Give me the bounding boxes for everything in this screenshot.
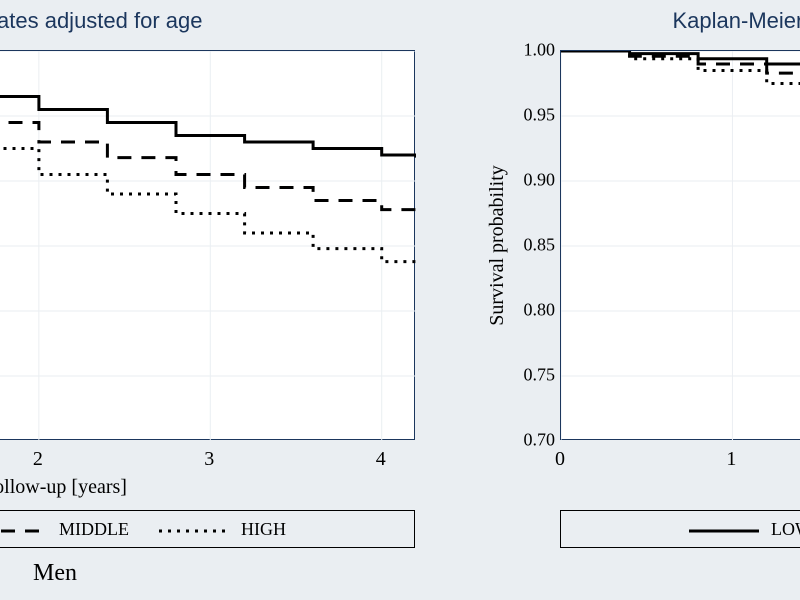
y-tick-label: 1.00 [524,40,556,61]
y-tick-label: 0.95 [524,105,556,126]
x-tick-label: 2 [33,448,43,471]
legend: LOWMIDDLEHIGH [0,510,415,548]
series-middle [0,51,416,214]
y-tick-label: 0.80 [524,300,556,321]
series-middle [561,51,800,132]
x-tick-label: 4 [376,448,386,471]
y-tick-label: 0.90 [524,170,556,191]
x-tick-label: 0 [555,448,565,471]
series-high [0,51,416,266]
panel-subcaption: Men [0,560,415,587]
panel-women: Kaplan-Meier estimates adjusted for age S… [440,0,800,600]
legend: LOWMIDDLEHIGH [560,510,800,548]
x-tick-label: 3 [204,448,214,471]
chart-title: Kaplan-Meier estimates adjusted for age [440,8,800,34]
panel-subcaption: Women [560,560,800,587]
legend-item-middle: MIDDLE [0,519,129,540]
y-tick-label: 0.75 [524,365,556,386]
x-tick-label: 1 [726,448,736,471]
panel-men: Kaplan-Meier estimates adjusted for ageS… [0,0,435,600]
chart-title: Kaplan-Meier estimates adjusted for age [0,8,435,34]
x-axis-label: Follow-up [years] [0,476,415,499]
legend-item-high: HIGH [159,519,286,540]
plot-region [560,50,800,440]
legend-item-low: LOW [689,519,800,540]
x-axis-label: Follow-up [years] [560,476,800,499]
plot-region [0,50,415,440]
y-axis-label: Survival probability [485,50,509,440]
y-tick-label: 0.70 [524,430,556,451]
y-tick-label: 0.85 [524,235,556,256]
